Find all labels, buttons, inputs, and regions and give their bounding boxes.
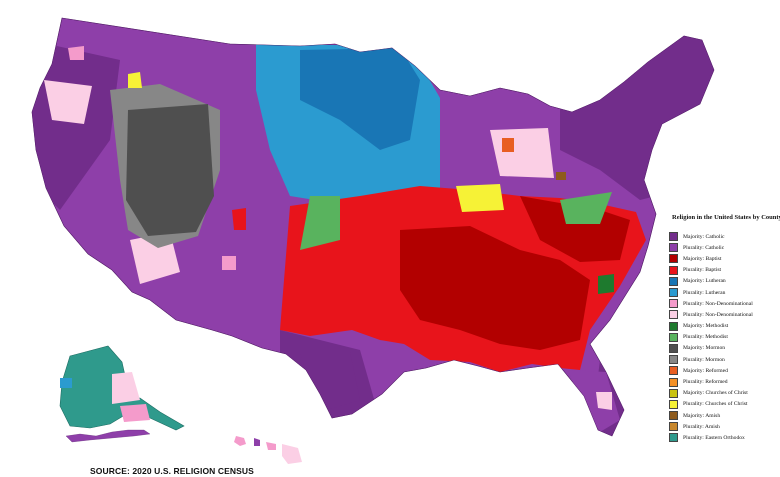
legend-label: Majority: Lutheran bbox=[683, 278, 726, 285]
legend-swatch bbox=[669, 343, 678, 353]
legend-swatch bbox=[669, 310, 678, 320]
legend-label: Majority: Catholic bbox=[683, 233, 725, 240]
legend-swatch bbox=[669, 276, 678, 286]
legend-label: Plurality: Catholic bbox=[683, 244, 725, 251]
hawaii bbox=[234, 436, 302, 464]
legend-label: Majority: Amish bbox=[683, 412, 721, 419]
legend-item: Majority: Methodist bbox=[669, 321, 777, 332]
legend-swatch bbox=[669, 321, 678, 331]
legend-label: Plurality: Non-Denominational bbox=[683, 311, 753, 318]
legend-label: Majority: Churches of Christ bbox=[683, 390, 748, 397]
legend-label: Plurality: Amish bbox=[683, 423, 720, 430]
legend-item: Majority: Reformed bbox=[669, 365, 777, 376]
legend-title: Religion in the United States by County bbox=[672, 214, 780, 221]
legend-item: Majority: Catholic bbox=[669, 231, 777, 242]
legend-label: Plurality: Eastern Orthodox bbox=[683, 434, 745, 441]
legend-label: Majority: Reformed bbox=[683, 367, 728, 374]
legend-label: Plurality: Baptist bbox=[683, 267, 722, 274]
legend-items: Majority: Catholic Plurality: Catholic Maj… bbox=[669, 231, 777, 444]
source-caption: SOURCE: 2020 U.S. RELIGION CENSUS bbox=[90, 466, 254, 476]
legend-item: Plurality: Reformed bbox=[669, 376, 777, 387]
legend-swatch bbox=[669, 265, 678, 275]
legend-item: Plurality: Churches of Christ bbox=[669, 399, 777, 410]
legend-swatch bbox=[669, 332, 678, 342]
legend-label: Plurality: Methodist bbox=[683, 334, 728, 341]
legend-swatch bbox=[669, 411, 678, 421]
legend-swatch bbox=[669, 232, 678, 242]
legend-item: Majority: Churches of Christ bbox=[669, 388, 777, 399]
legend-swatch bbox=[669, 254, 678, 264]
legend-item: Majority: Amish bbox=[669, 410, 777, 421]
legend-item: Plurality: Non-Denominational bbox=[669, 298, 777, 309]
legend-item: Majority: Baptist bbox=[669, 253, 777, 264]
legend-label: Majority: Mormon bbox=[683, 345, 726, 352]
legend-label: Majority: Methodist bbox=[683, 323, 729, 330]
legend-swatch bbox=[669, 299, 678, 309]
legend-swatch bbox=[669, 388, 678, 398]
legend-item: Plurality: Lutheran bbox=[669, 287, 777, 298]
legend-item: Plurality: Eastern Orthodox bbox=[669, 432, 777, 443]
legend-label: Plurality: Lutheran bbox=[683, 289, 726, 296]
legend-item: Plurality: Catholic bbox=[669, 242, 777, 253]
legend-swatch bbox=[669, 288, 678, 298]
legend-item: Majority: Lutheran bbox=[669, 276, 777, 287]
legend-item: Plurality: Non-Denominational bbox=[669, 309, 777, 320]
legend-swatch bbox=[669, 399, 678, 409]
legend-swatch bbox=[669, 355, 678, 365]
legend-swatch bbox=[669, 366, 678, 376]
legend-label: Plurality: Non-Denominational bbox=[683, 300, 753, 307]
map-legend: Religion in the United States by County … bbox=[669, 214, 780, 444]
legend-swatch bbox=[669, 243, 678, 253]
legend-label: Plurality: Churches of Christ bbox=[683, 401, 748, 408]
legend-item: Majority: Mormon bbox=[669, 343, 777, 354]
legend-item: Plurality: Methodist bbox=[669, 332, 777, 343]
legend-label: Plurality: Mormon bbox=[683, 356, 725, 363]
legend-item: Plurality: Baptist bbox=[669, 265, 777, 276]
legend-swatch bbox=[669, 433, 678, 443]
legend-item: Plurality: Amish bbox=[669, 421, 777, 432]
legend-swatch bbox=[669, 422, 678, 432]
legend-item: Plurality: Mormon bbox=[669, 354, 777, 365]
legend-swatch bbox=[669, 377, 678, 387]
legend-label: Majority: Baptist bbox=[683, 255, 722, 262]
legend-label: Plurality: Reformed bbox=[683, 379, 728, 386]
